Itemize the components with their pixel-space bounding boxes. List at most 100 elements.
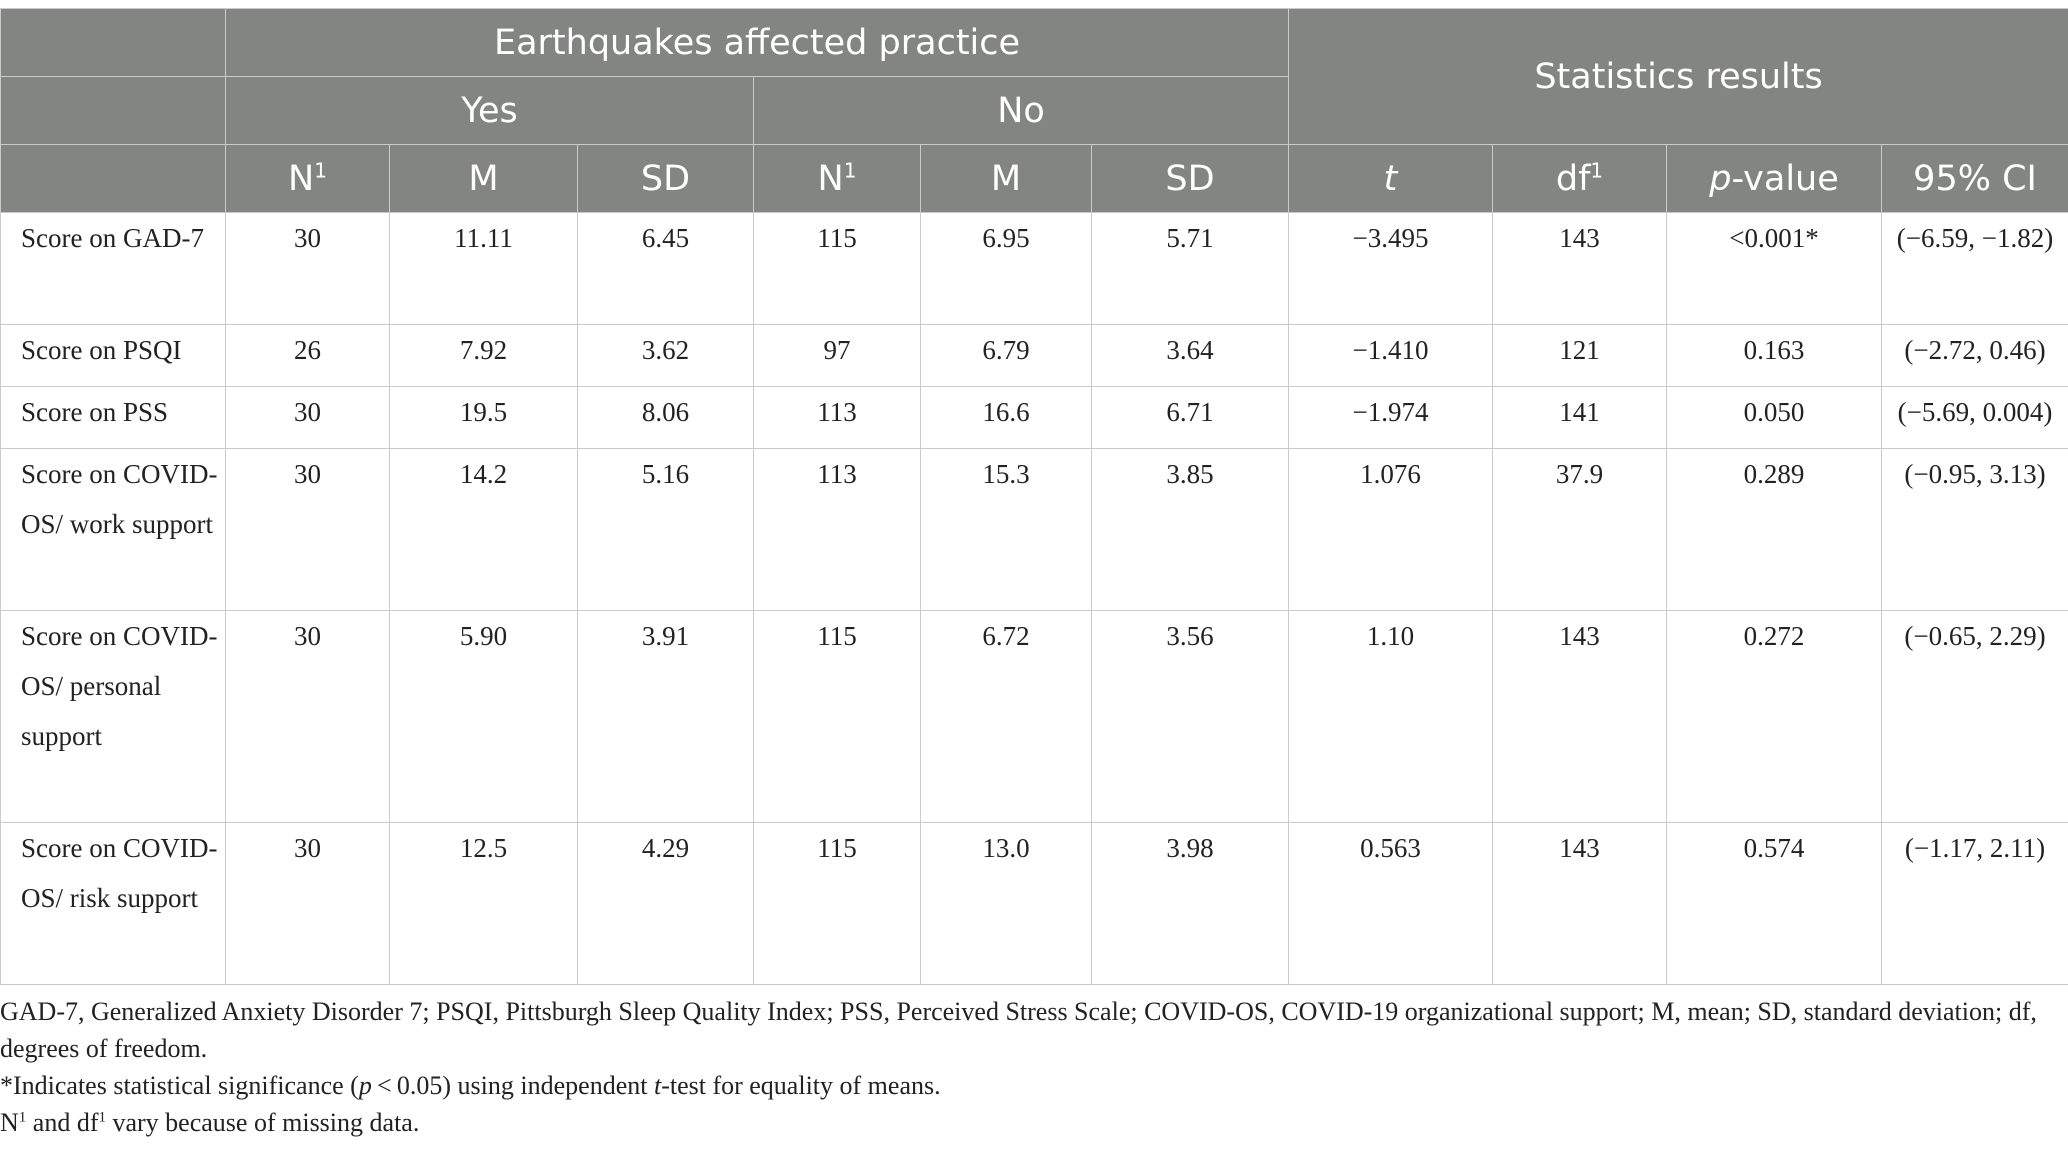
footnote-significance: *Indicates statistical significance (p <… (0, 1067, 2060, 1104)
cell-yes-m: 11.11 (389, 212, 578, 325)
cell-p-value: 0.574 (1666, 822, 1883, 985)
row-label: Score on GAD-7 (0, 212, 226, 325)
cell-no-sd: 5.71 (1090, 212, 1290, 325)
table-body: Score on GAD-7 30 11.11 6.45 115 6.95 5.… (0, 212, 2068, 985)
cell-no-n: 115 (753, 822, 921, 985)
cell-ci: (−5.69, 0.004) (1881, 386, 2068, 449)
cell-p-value: 0.050 (1666, 386, 1883, 449)
col-header-yes-m: M (389, 144, 578, 213)
cell-yes-sd: 3.91 (577, 610, 754, 823)
header-no: No (752, 76, 1290, 145)
col-header-t-text: t (1383, 158, 1398, 199)
footnote-missing-mid: and df (26, 1108, 99, 1137)
footnote-missing-sup2: 1 (98, 1109, 106, 1126)
col-header-df: df1 (1492, 144, 1668, 213)
col-header-n-text: N (288, 158, 315, 199)
table-row: Score on PSQI 26 7.92 3.62 97 6.79 3.64 … (0, 324, 2068, 387)
cell-yes-n: 30 (225, 386, 390, 449)
header-earthquakes-affected-practice: Earthquakes affected practice (224, 8, 1290, 77)
cell-no-m: 16.6 (920, 386, 1092, 449)
cell-df: 143 (1492, 822, 1668, 985)
footnote-sig-b: < 0.05) using independent (371, 1071, 654, 1100)
cell-no-m: 13.0 (920, 822, 1092, 985)
cell-yes-m: 7.92 (389, 324, 578, 387)
cell-p-value: 0.289 (1666, 448, 1883, 611)
cell-yes-sd: 6.45 (577, 212, 754, 325)
table-row: Score on GAD-7 30 11.11 6.45 115 6.95 5.… (0, 212, 2068, 325)
cell-no-sd: 3.64 (1090, 324, 1290, 387)
cell-no-n: 97 (753, 324, 921, 387)
results-table: Earthquakes affected practice Statistics… (0, 8, 2068, 985)
col-header-yes-sd: SD (577, 144, 754, 213)
header-row-groups: Earthquakes affected practice Statistics… (0, 8, 2068, 145)
cell-no-sd: 3.98 (1090, 822, 1290, 985)
col-header-df-sup: 1 (1590, 157, 1604, 182)
table-footnotes: GAD-7, Generalized Anxiety Disorder 7; P… (0, 993, 2060, 1141)
col-header-n-sup: 1 (843, 157, 857, 182)
footnote-sig-t: t (653, 1071, 662, 1100)
col-header-df-text: df (1555, 158, 1591, 199)
col-header-n-sup: 1 (314, 157, 327, 182)
results-table-wrapper: Earthquakes affected practice Statistics… (0, 8, 2068, 985)
cell-df: 143 (1492, 610, 1668, 823)
cell-ci: (−0.65, 2.29) (1881, 610, 2068, 823)
col-header-p-italic: p (1709, 158, 1732, 199)
row-label: Score on PSS (0, 386, 226, 449)
col-header-p-value: p-value (1666, 144, 1883, 213)
footnote-sig-a: *Indicates statistical significance ( (0, 1071, 359, 1100)
table-row: Score on COVID-OS/ personal support 30 5… (0, 610, 2068, 823)
col-header-no-sd: SD (1090, 144, 1290, 213)
cell-p-value: 0.272 (1666, 610, 1883, 823)
cell-t: −1.974 (1288, 386, 1494, 449)
cell-df: 141 (1492, 386, 1668, 449)
header-statistics-results: Statistics results (1288, 8, 2068, 145)
footnote-missing-end: vary because of missing data. (105, 1108, 420, 1137)
cell-yes-m: 12.5 (389, 822, 578, 985)
table-row: Score on COVID-OS/ risk support 30 12.5 … (0, 822, 2068, 985)
row-label: Score on COVID-OS/ personal support (0, 610, 226, 823)
cell-t: 0.563 (1288, 822, 1494, 985)
col-header-n-text: N (817, 158, 844, 199)
cell-yes-n: 30 (225, 822, 390, 985)
header-yes: Yes (225, 76, 754, 145)
footnote-missing-data: N1 and df1 vary because of missing data. (0, 1104, 2060, 1141)
row-label: Score on COVID-OS/ risk support (0, 822, 226, 985)
cell-yes-sd: 5.16 (577, 448, 754, 611)
table-row: Score on PSS 30 19.5 8.06 113 16.6 6.71 … (0, 386, 2068, 449)
col-header-no-m: M (920, 144, 1092, 213)
footnote-missing-n: N (0, 1108, 19, 1137)
cell-no-sd: 3.85 (1090, 448, 1290, 611)
cell-yes-n: 26 (225, 324, 390, 387)
table-header: Earthquakes affected practice Statistics… (0, 8, 2068, 213)
cell-t: 1.076 (1288, 448, 1494, 611)
cell-yes-n: 30 (225, 610, 390, 823)
cell-ci: (−6.59, −1.82) (1881, 212, 2068, 325)
col-header-yes-n: N1 (225, 144, 390, 213)
col-header-no-n: N1 (753, 144, 921, 213)
col-header-p-rest: -value (1731, 158, 1839, 199)
cell-t: −1.410 (1288, 324, 1494, 387)
cell-ci: (−2.72, 0.46) (1881, 324, 2068, 387)
row-label: Score on COVID-OS/ work support (0, 448, 226, 611)
row-label: Score on PSQI (0, 324, 226, 387)
cell-df: 143 (1492, 212, 1668, 325)
cell-no-m: 15.3 (920, 448, 1092, 611)
cell-df: 121 (1492, 324, 1668, 387)
cell-no-m: 6.95 (920, 212, 1092, 325)
cell-yes-n: 30 (225, 448, 390, 611)
cell-df: 37.9 (1492, 448, 1668, 611)
cell-yes-m: 5.90 (389, 610, 578, 823)
header-empty-cell-3 (0, 144, 226, 213)
col-header-ci: 95% CI (1881, 144, 2068, 213)
header-row-columns: N1 M SD N1 M SD t df1 p-value 95% CI (0, 144, 2068, 213)
cell-t: 1.10 (1288, 610, 1494, 823)
header-empty-cell-2 (0, 76, 226, 145)
cell-no-m: 6.79 (920, 324, 1092, 387)
cell-p-value: 0.163 (1666, 324, 1883, 387)
cell-ci: (−1.17, 2.11) (1881, 822, 2068, 985)
table-row: Score on COVID-OS/ work support 30 14.2 … (0, 448, 2068, 611)
cell-no-m: 6.72 (920, 610, 1092, 823)
cell-yes-n: 30 (225, 212, 390, 325)
cell-yes-m: 14.2 (389, 448, 578, 611)
cell-ci: (−0.95, 3.13) (1881, 448, 2068, 611)
